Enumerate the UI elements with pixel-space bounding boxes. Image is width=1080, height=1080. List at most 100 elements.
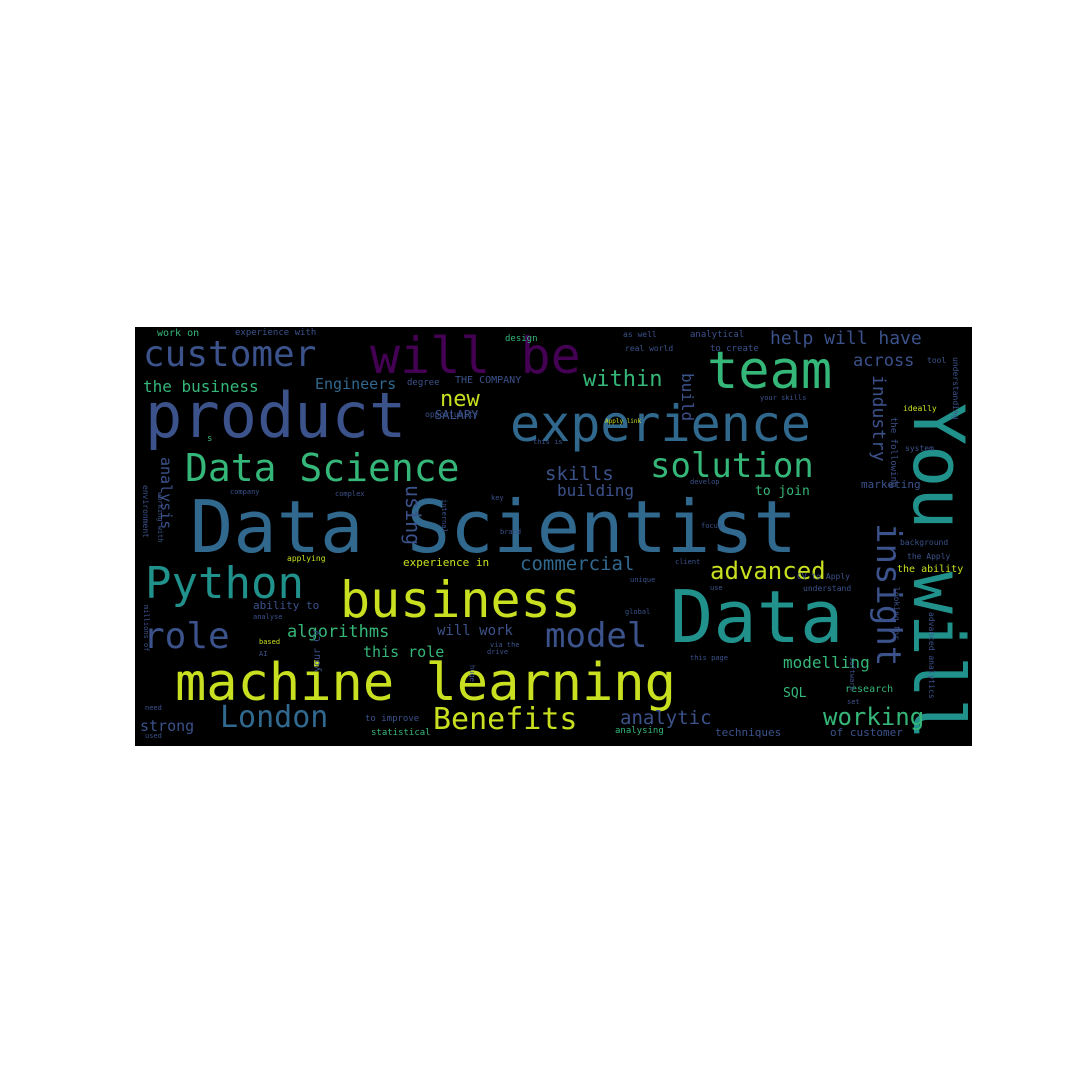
word-ability-to: ability to (253, 599, 320, 612)
word-ideally: ideally (903, 404, 937, 413)
word-advanced-analytics: advanced analytics (927, 612, 936, 699)
word-data: Data (670, 575, 844, 659)
word-to-improve: to improve (365, 714, 420, 724)
word-statistical: statistical (371, 728, 431, 738)
word-apply-link: Apply link (605, 418, 642, 425)
word-work-on: work on (157, 328, 200, 339)
word-skills: skills (545, 463, 614, 485)
word-modelling: modelling (783, 653, 870, 672)
word-strong: strong (140, 717, 195, 735)
word-design: design (505, 334, 538, 344)
word-analytical: analytical (690, 330, 745, 340)
word-drive: drive (487, 648, 509, 656)
word-develop: develop (690, 478, 720, 486)
word-working: working (823, 703, 925, 731)
word-your-skills: your skills (760, 394, 807, 402)
word-key: key (491, 494, 504, 502)
word-applying: applying (287, 554, 326, 563)
word-within: within (583, 367, 663, 392)
word-the-following: the following (888, 417, 898, 488)
word-set: set (847, 698, 860, 706)
word-opportunity: opportunity (425, 410, 478, 419)
word-industry: industry (868, 375, 889, 462)
word-degree: degree (407, 378, 440, 388)
word-based: based (259, 638, 281, 646)
word-python: Python (145, 558, 304, 609)
word-this-is: this is (533, 438, 563, 446)
word-sql: SQL (783, 686, 807, 701)
word-will-work: will work (437, 623, 513, 639)
word-huge: huge (468, 665, 476, 682)
word-millions-of: millions of (142, 605, 150, 652)
word-cloud-panel: Data Scientist Data You will product mac… (135, 327, 972, 746)
word-analysing: analysing (615, 726, 664, 736)
word-to-create: to create (710, 344, 759, 354)
word-marketing: marketing (861, 478, 921, 491)
word-role: role (143, 616, 230, 657)
word-ai: AI (259, 650, 268, 658)
word-complex: complex (335, 490, 365, 498)
word-real-world: real world (625, 344, 674, 353)
word-to-join: to join (755, 484, 810, 499)
word-customer: customer (143, 334, 317, 375)
word-client: client (675, 558, 701, 566)
word-solution: solution (650, 446, 814, 486)
word-experience-in: experience in (403, 556, 490, 569)
word-tool: tool (927, 356, 947, 365)
word-use: use (710, 584, 723, 592)
word-working-with: working with (156, 492, 164, 543)
word-research: research (845, 684, 894, 695)
word-team: team (707, 341, 833, 401)
word-used: used (145, 732, 162, 740)
word-techniques: techniques (715, 726, 782, 739)
word-build: build (678, 373, 697, 422)
word-analyse: analyse (253, 613, 283, 621)
word-the-ability: the ability (897, 564, 964, 575)
word-data-science: Data Science (185, 446, 460, 490)
word-model: model (545, 616, 648, 656)
word-benefits: Benefits (433, 702, 578, 737)
word-the-company: THE COMPANY (455, 375, 522, 386)
word-experience-with: experience with (235, 328, 317, 338)
word-new: new (440, 387, 480, 412)
word-unique: unique (630, 576, 656, 584)
word-company: company (230, 488, 260, 496)
word-help-will-have: help will have (770, 328, 922, 349)
word-machine-learning: machine learning (175, 653, 676, 713)
word-your-cv: your CV (312, 629, 323, 672)
word-business: business (340, 571, 581, 629)
word-as-well: as well (623, 330, 657, 339)
word-advanced: advanced (710, 557, 826, 585)
word-the-business: the business (143, 377, 259, 396)
word-focus: focus (701, 522, 723, 530)
word-global: global (625, 608, 651, 616)
word-understanding: understanding (951, 357, 960, 420)
word-london: London (220, 700, 329, 735)
word-cv-to-apply: CV to Apply (797, 572, 850, 581)
word-s: s (207, 434, 213, 444)
word-this-page: this page (690, 654, 728, 662)
word-understand: understand (803, 584, 852, 593)
word-commercial: commercial (520, 553, 635, 575)
word-software: software (848, 657, 856, 691)
word-salary: SALARY (435, 408, 479, 422)
word-background: background (900, 538, 949, 547)
word-environment: environment (141, 485, 150, 538)
word-looking-for: looking for (892, 587, 901, 640)
word-this-role: this role (363, 643, 445, 661)
word-engineers: Engineers (315, 375, 397, 393)
word-building: building (557, 481, 635, 500)
word-experience: experience (510, 395, 812, 453)
word-algorithms: algorithms (287, 622, 390, 642)
word-across: across (853, 351, 915, 371)
word-product: product (145, 379, 407, 452)
word-will-be: will be (370, 327, 581, 385)
word-via-the: via the (490, 641, 520, 649)
word-internal: internal (440, 499, 448, 533)
word-need: need (145, 704, 162, 712)
word-using: using (401, 485, 425, 546)
word-analytic: analytic (620, 707, 712, 729)
word-data-scientist: Data Scientist (190, 485, 797, 569)
word-brand: brand (500, 528, 522, 536)
word-of-customer: of customer (830, 726, 903, 739)
